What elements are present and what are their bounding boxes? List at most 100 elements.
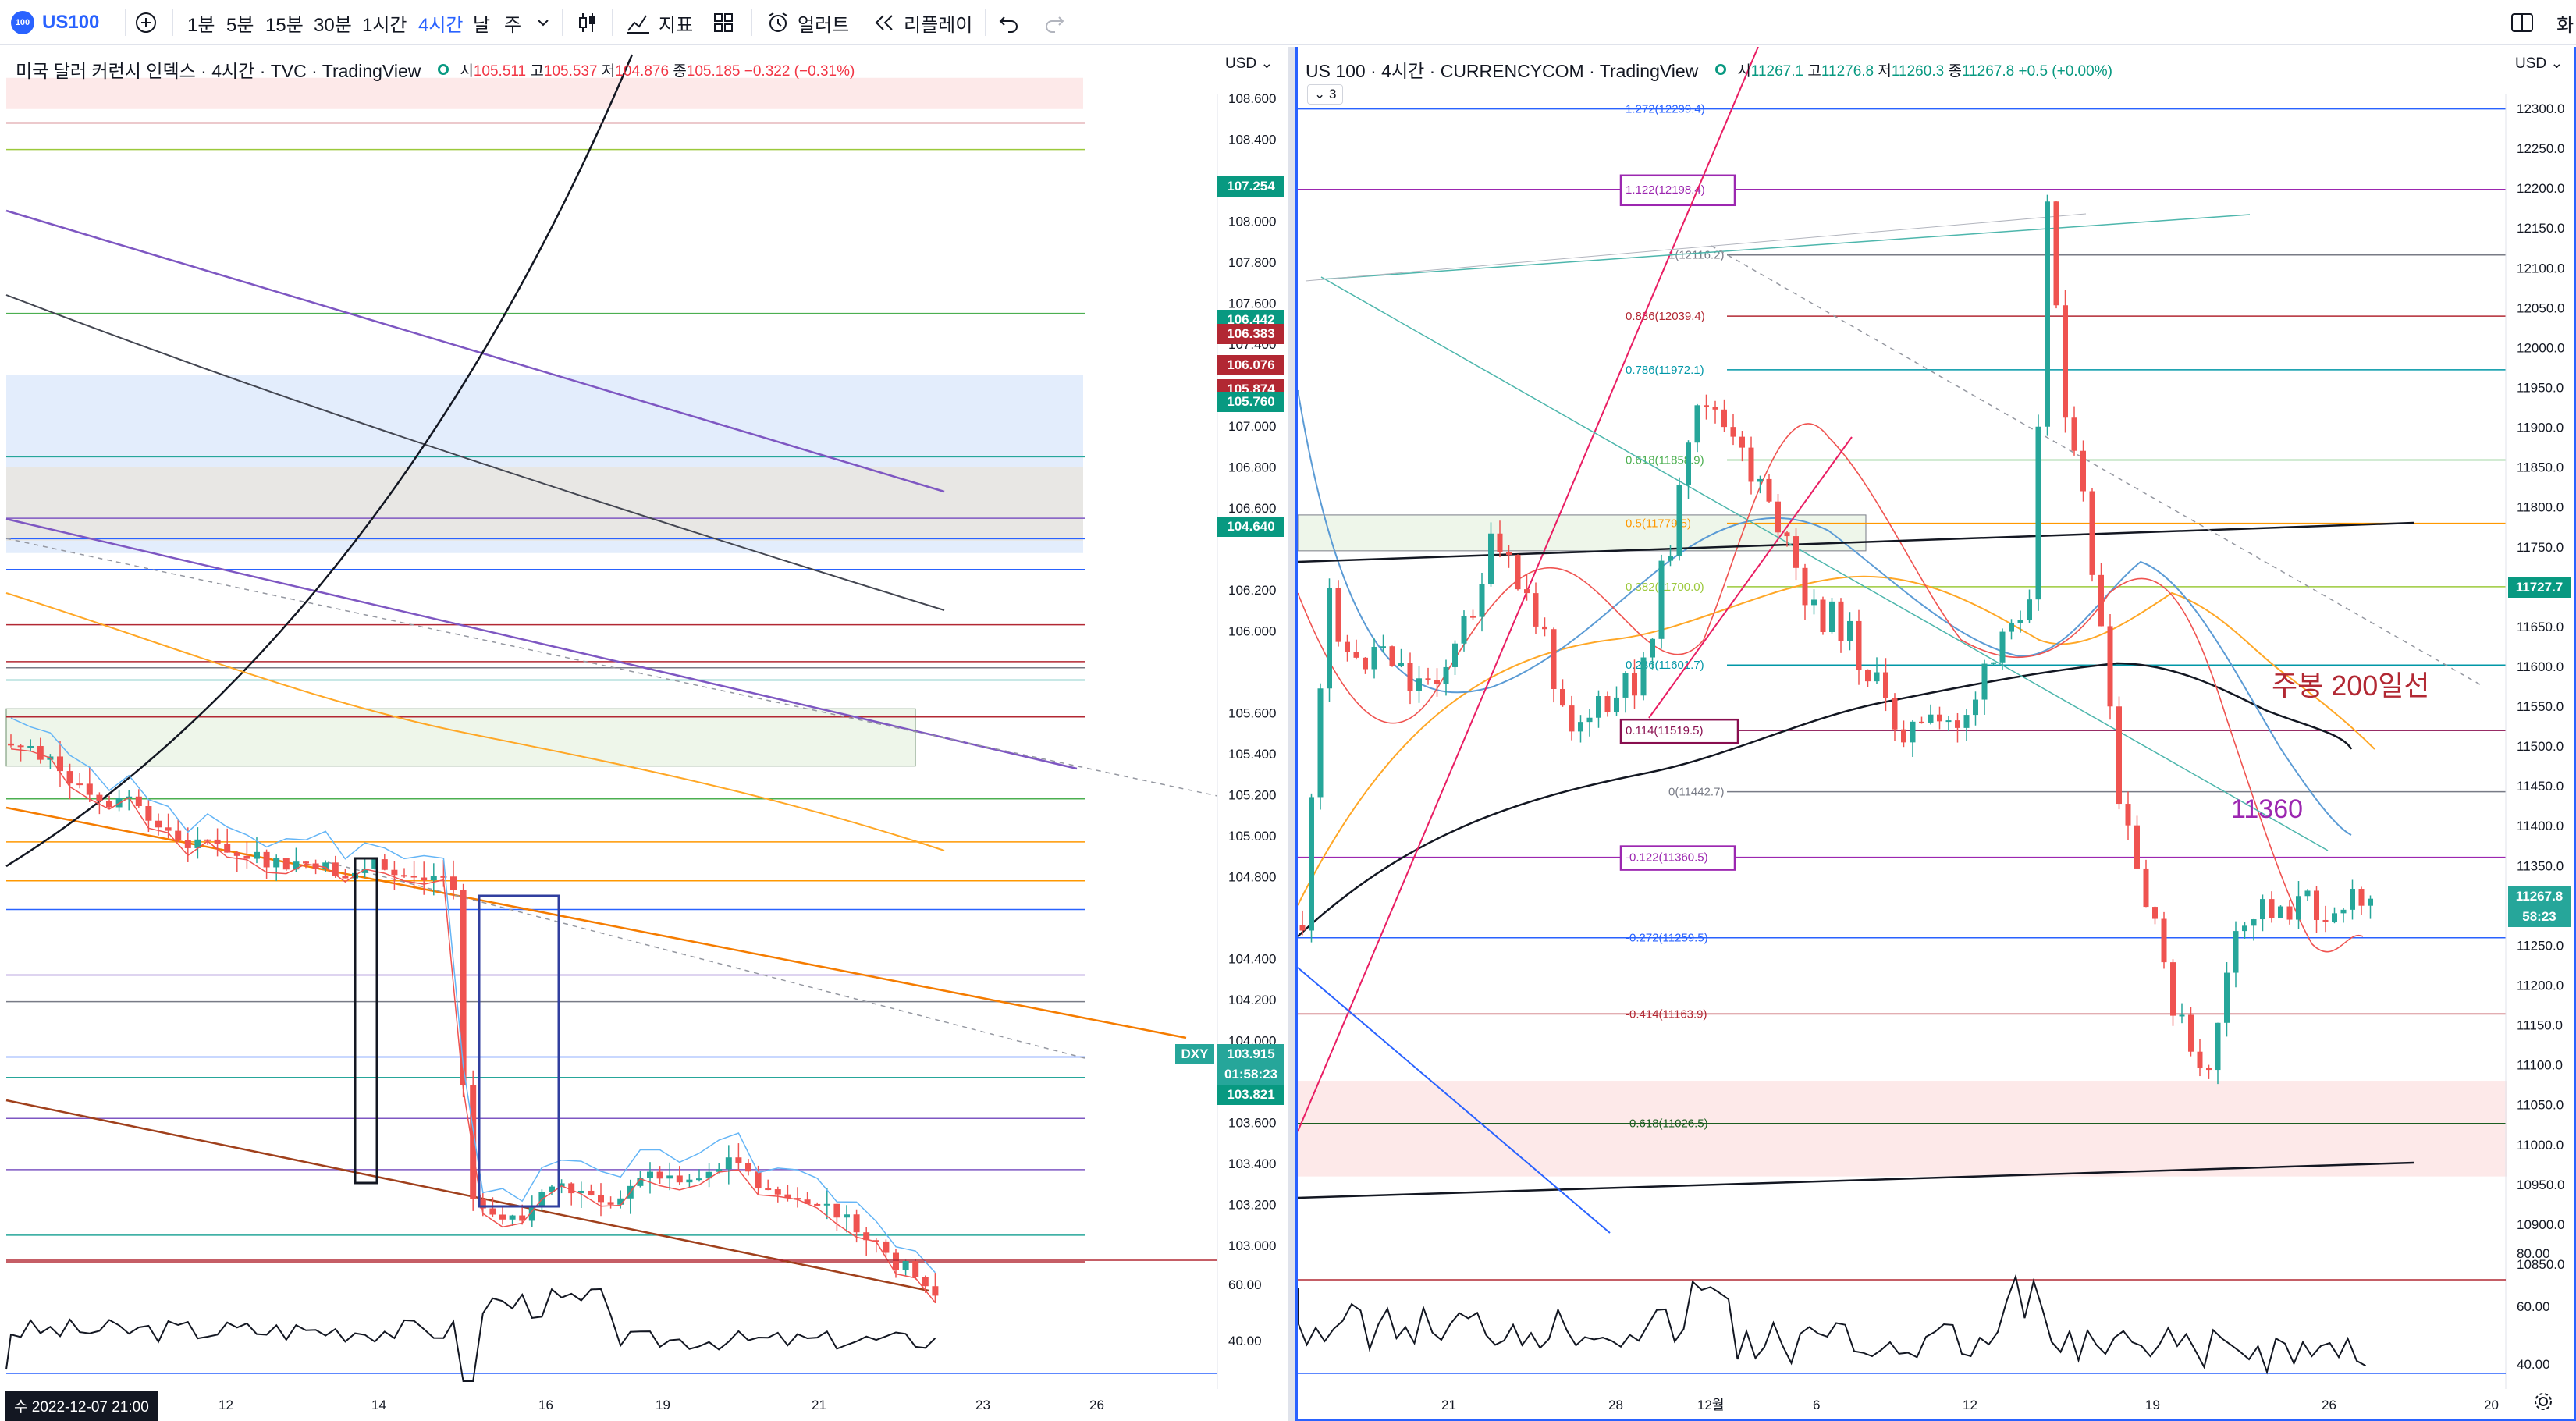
candle-body[interactable]: [421, 877, 428, 881]
candle-body[interactable]: [1955, 720, 1960, 728]
candle-body[interactable]: [1901, 729, 1906, 743]
candle-body[interactable]: [2340, 909, 2347, 914]
candle-body[interactable]: [1551, 629, 1557, 689]
candle-body[interactable]: [2242, 925, 2247, 932]
candle-body[interactable]: [460, 890, 467, 1085]
consolidation-box[interactable]: [5, 708, 916, 767]
candle-body[interactable]: [2107, 626, 2113, 707]
candle-body[interactable]: [1937, 714, 1942, 722]
candle-body[interactable]: [1991, 662, 1996, 664]
compare-add-button[interactable]: [134, 0, 158, 45]
candle-body[interactable]: [1847, 620, 1853, 641]
black-horizontal-trend[interactable]: [1298, 521, 2414, 563]
candle-body[interactable]: [1793, 536, 1799, 568]
candle-body[interactable]: [1883, 672, 1888, 698]
candle-body[interactable]: [2134, 825, 2140, 869]
candle-body[interactable]: [342, 876, 349, 879]
candle-body[interactable]: [96, 794, 103, 801]
interval-day[interactable]: 날: [473, 0, 490, 45]
candle-body[interactable]: [1865, 670, 1871, 682]
black-ma-curve[interactable]: [5, 294, 945, 611]
visibility-dot-icon[interactable]: [1715, 64, 1727, 75]
candle-body[interactable]: [676, 1175, 683, 1183]
candle-body[interactable]: [2009, 623, 2014, 632]
candle-body[interactable]: [1533, 593, 1539, 627]
candle-body[interactable]: [1820, 599, 1826, 632]
candle-body[interactable]: [1650, 638, 1655, 658]
candle-body[interactable]: [1632, 673, 1637, 696]
candle-body[interactable]: [1945, 720, 1952, 723]
candle-body[interactable]: [558, 1183, 565, 1187]
black-arc-curve[interactable]: [5, 54, 634, 868]
candle-body[interactable]: [322, 862, 329, 869]
candle-body[interactable]: [361, 868, 368, 873]
candle-body[interactable]: [872, 1240, 879, 1242]
weekly-200-annotation[interactable]: 주봉 200일선: [2272, 670, 2430, 702]
candle-body[interactable]: [2304, 890, 2311, 897]
candle-body[interactable]: [2098, 574, 2104, 627]
candle-body[interactable]: [1371, 647, 1377, 670]
candle-body[interactable]: [489, 1208, 496, 1215]
candle-body[interactable]: [1829, 601, 1835, 632]
candle-body[interactable]: [184, 840, 191, 848]
candle-body[interactable]: [1721, 409, 1727, 428]
us100-chart-canvas[interactable]: 1.272(12299.4) 1.122(12198.4) 1(12116.2) 0.…: [1298, 47, 2574, 1421]
interval-30m[interactable]: 30분: [314, 0, 352, 45]
candle-body[interactable]: [1353, 652, 1359, 658]
candle-body[interactable]: [2116, 706, 2122, 805]
candle-body[interactable]: [1569, 705, 1575, 732]
candle-body[interactable]: [1497, 533, 1503, 552]
candle-body[interactable]: [1973, 699, 1978, 716]
candle-body[interactable]: [401, 875, 407, 877]
candle-body[interactable]: [2017, 620, 2023, 623]
candle-body[interactable]: [2278, 906, 2283, 918]
black-ma-200[interactable]: [1298, 662, 2353, 937]
candle-body[interactable]: [745, 1163, 751, 1172]
candle-body[interactable]: [1596, 696, 1601, 718]
visibility-dot-icon[interactable]: [438, 64, 449, 75]
candle-body[interactable]: [912, 1261, 919, 1277]
interval-4h[interactable]: 4시간: [418, 0, 464, 45]
candle-body[interactable]: [440, 876, 447, 878]
candle-body[interactable]: [1335, 588, 1341, 642]
settings-gear-button[interactable]: [2532, 1391, 2554, 1416]
replay-button[interactable]: 리플레이: [872, 0, 972, 45]
grey-dashed-trendline[interactable]: [5, 538, 1218, 797]
candle-body[interactable]: [1919, 721, 1924, 723]
candle-body[interactable]: [735, 1157, 742, 1163]
fib-label[interactable]: -0.272(11259.5): [1626, 932, 1708, 945]
grey-dashed-trend[interactable]: [1711, 245, 2485, 687]
interval-1m[interactable]: 1분: [187, 0, 215, 45]
candle-body[interactable]: [194, 839, 201, 848]
candle-body[interactable]: [844, 1214, 850, 1218]
candle-body[interactable]: [1739, 436, 1745, 448]
candle-body[interactable]: [2152, 907, 2158, 919]
orange-ma-curve[interactable]: [5, 592, 945, 851]
candle-body[interactable]: [2296, 896, 2301, 920]
fib-label[interactable]: 0.236(11601.7): [1626, 659, 1704, 672]
candle-body[interactable]: [1479, 584, 1485, 617]
candle-body[interactable]: [823, 1203, 830, 1206]
candle-body[interactable]: [509, 1215, 516, 1220]
candle-body[interactable]: [1686, 442, 1691, 485]
candle-body[interactable]: [2269, 899, 2275, 918]
currency-selector[interactable]: USD ⌄: [2515, 55, 2564, 72]
candle-body[interactable]: [1443, 666, 1449, 684]
rsi-line[interactable]: [1298, 1274, 2366, 1375]
candle-body[interactable]: [1892, 698, 1898, 730]
candle-body[interactable]: [312, 863, 319, 869]
candle-body[interactable]: [1963, 715, 1970, 728]
candle-body[interactable]: [1434, 680, 1440, 684]
candle-body[interactable]: [1560, 688, 1565, 706]
candle-body[interactable]: [273, 858, 280, 868]
layout-toggle-button[interactable]: [2510, 0, 2535, 45]
dxy-title[interactable]: 미국 달러 커런시 인덱스 · 4시간 · TVC · TradingView: [16, 61, 421, 81]
candle-body[interactable]: [1407, 663, 1413, 691]
candle-body[interactable]: [430, 876, 437, 881]
candle-body[interactable]: [450, 876, 457, 890]
interval-1h[interactable]: 1시간: [362, 0, 407, 45]
candle-body[interactable]: [214, 839, 221, 844]
candle-body[interactable]: [57, 756, 63, 772]
candle-body[interactable]: [2314, 890, 2319, 920]
undo-button[interactable]: [997, 0, 1021, 45]
